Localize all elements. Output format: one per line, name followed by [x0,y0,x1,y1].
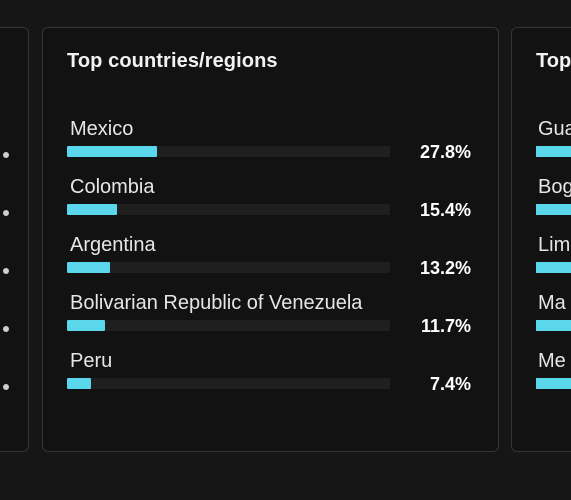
bar-fill [67,378,91,389]
bar-track [536,320,571,331]
bar-track [67,146,390,157]
bar-track [536,262,571,273]
city-label: Me [538,350,566,372]
city-row: Me [512,350,571,408]
country-label: Colombia [70,176,155,198]
country-row: Mexico 27.8% [43,118,498,176]
card-title: Top [536,50,571,72]
country-row: Peru 7.4% [43,350,498,408]
bar-fill [536,204,571,215]
city-row: Gua [512,118,571,176]
bullet-dot [3,326,9,332]
city-label: Bog [538,176,571,198]
country-row: Colombia 15.4% [43,176,498,234]
bar-track [67,204,390,215]
bar-track [536,378,571,389]
city-row: Ma [512,292,571,350]
country-row: Bolivarian Republic of Venezuela 11.7% [43,292,498,350]
city-label: Lim [538,234,571,256]
country-row: Argentina 13.2% [43,234,498,292]
bullet-dot [3,152,9,158]
bullet-dot [3,384,9,390]
bar-fill [536,146,571,157]
bar-fill [536,378,571,389]
bar-track [67,320,390,331]
percent-value: 7.4% [429,374,471,394]
left-card [0,27,29,452]
percent-value: 15.4% [419,200,471,220]
bar-track [536,146,571,157]
bar-fill [67,262,110,273]
country-label: Bolivarian Republic of Venezuela [70,292,363,314]
top-cities-card: Top Gua Bog Lim Ma Me [511,27,571,452]
city-row: Bog [512,176,571,234]
bar-fill [67,204,117,215]
top-countries-card: Top countries/regions Mexico 27.8% Colom… [42,27,499,452]
city-row: Lim [512,234,571,292]
bar-fill [67,146,157,157]
bullet-dot [3,210,9,216]
country-label: Mexico [70,118,134,140]
city-label: Ma [538,292,566,314]
bar-fill [67,320,105,331]
bar-track [536,204,571,215]
bar-fill [536,320,571,331]
percent-value: 11.7% [420,316,471,336]
percent-value: 27.8% [419,142,471,162]
country-label: Argentina [70,234,156,256]
bar-track [67,378,390,389]
card-title: Top countries/regions [67,50,278,72]
city-label: Gua [538,118,571,140]
country-label: Peru [70,350,113,372]
bar-fill [536,262,571,273]
bar-track [67,262,390,273]
percent-value: 13.2% [419,258,471,278]
bullet-dot [3,268,9,274]
